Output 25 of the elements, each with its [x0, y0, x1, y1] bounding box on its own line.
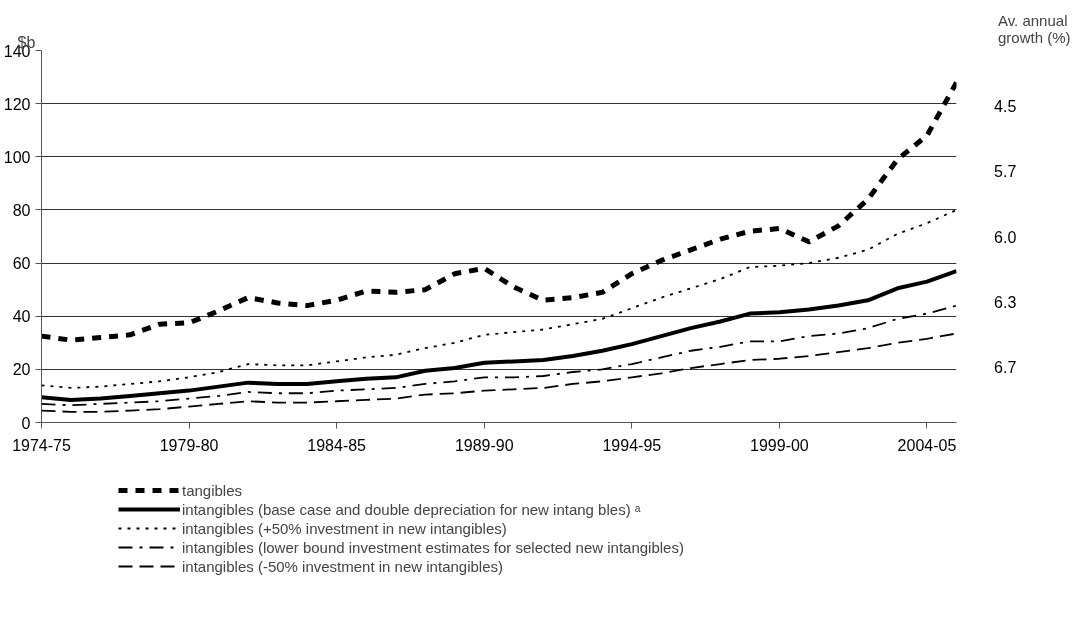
y-tick-label: 0 [21, 414, 31, 432]
text: 6.3 [994, 293, 1017, 311]
legend-label: intangibles (-50% investment in new intangibles) [182, 557, 504, 575]
legend-label: tangibles [182, 481, 243, 499]
y-tick-label: 120 [3, 95, 31, 113]
text: 6.7 [994, 358, 1017, 376]
legend-label: intangibles (+50% investment in new intangibles) [182, 519, 507, 537]
text: 5.7 [994, 163, 1017, 181]
y-tick-label: 40 [12, 308, 31, 326]
y-tick-label: 20 [12, 361, 31, 379]
x-tick-label: 1989-90 [454, 436, 514, 454]
y-tick-label: 100 [3, 148, 31, 166]
y-tick-label: 80 [12, 201, 31, 219]
text: Av. annual growth (%) [997, 11, 1071, 46]
legend-label: intangibles (base case and double depreciation for new intang bles) ᵃ [182, 500, 641, 518]
legend-label: intangibles (lower bound investment estimates for selected new intangibles) [182, 538, 684, 556]
x-tick-label: 1984-85 [307, 436, 367, 454]
x-tick-label: 1974-75 [12, 436, 71, 454]
text: 4.5 [994, 98, 1017, 116]
x-tick-label: 2004-05 [897, 436, 957, 454]
x-tick-label: 1999-00 [750, 436, 809, 454]
x-tick-label: 1994-95 [602, 436, 662, 454]
text: 6.0 [994, 228, 1017, 246]
y-tick-label: 60 [12, 255, 31, 273]
x-tick-label: 1979-80 [159, 436, 219, 454]
